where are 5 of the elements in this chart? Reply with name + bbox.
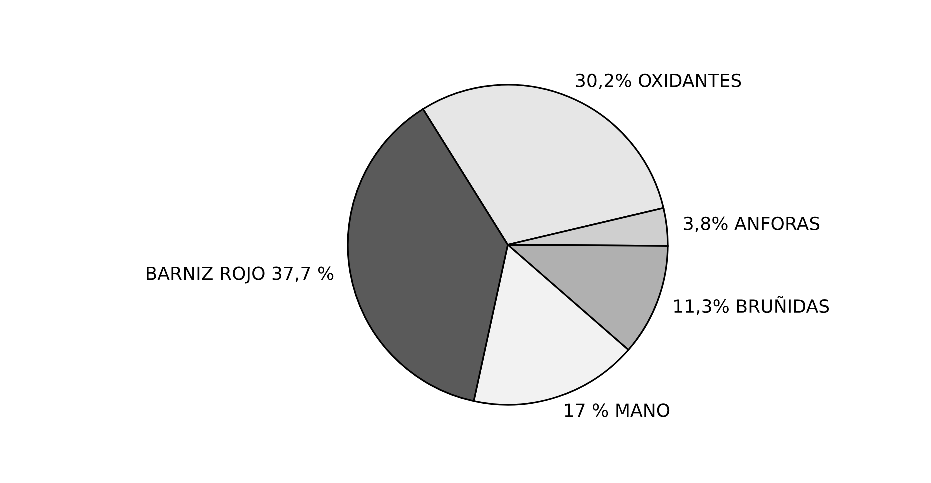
slice-label: BARNIZ ROJO 37,7 % <box>147 266 334 284</box>
slice-label: 11,3% BRUÑIDAS <box>674 296 830 316</box>
slice-label: 30,2% OXIDANTES <box>576 74 742 90</box>
slice-label: 3,8% ANFORAS <box>684 216 820 232</box>
slice-label: 17 % MANO <box>565 404 670 418</box>
